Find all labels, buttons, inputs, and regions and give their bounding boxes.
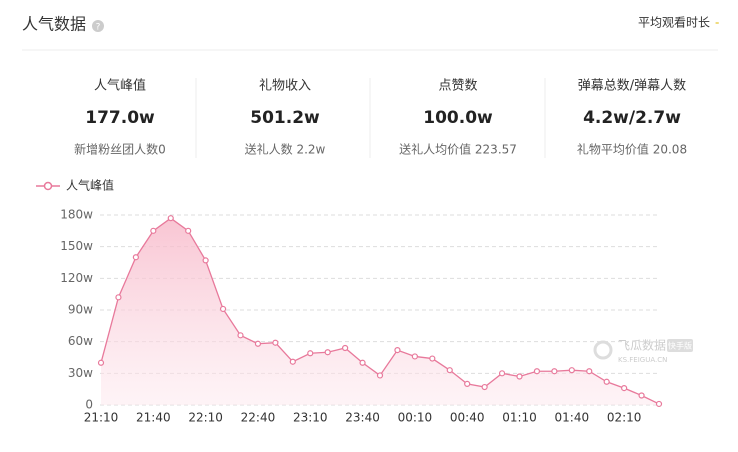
y-tick-label: 180w (60, 208, 93, 222)
point (446, 367, 453, 374)
stat-label: 礼物收入 (259, 78, 311, 94)
point (307, 350, 314, 357)
point (185, 227, 192, 234)
point (655, 400, 663, 408)
stat-label: 弹幕总数/弹幕人数 (578, 79, 686, 94)
x-tick-label: 00:10 (398, 411, 433, 425)
point (533, 368, 541, 375)
point (568, 367, 575, 374)
point (272, 339, 279, 346)
stat-value: 501.2w (250, 108, 320, 128)
x-tick-label: 21:40 (136, 411, 171, 425)
point (324, 349, 331, 356)
point (638, 392, 645, 399)
y-tick-label: 120w (60, 271, 93, 285)
point (586, 368, 593, 375)
stat-sub: 送礼人数 2.2w (245, 142, 326, 157)
point (132, 254, 139, 261)
watermark-badge-text: 快手版 (668, 341, 692, 351)
stat-value: 177.0w (85, 108, 155, 128)
point (411, 353, 418, 360)
x-tick-label: 00:40 (450, 411, 485, 425)
watermark-site: KS.FEIGUA.CN (618, 356, 667, 364)
point (342, 344, 349, 352)
point (603, 378, 610, 385)
stat-sub: 新增粉丝团人数0 (74, 142, 166, 157)
y-tick-label: 150w (60, 239, 93, 253)
watermark-name: 飞瓜数据 (618, 338, 666, 353)
x-tick-label: 23:40 (345, 411, 380, 425)
point (167, 215, 174, 222)
watermark-logo (593, 340, 613, 360)
x-tick-label: 23:10 (293, 411, 328, 425)
legend-label: 人气峰值 (66, 178, 114, 193)
y-tick-label: 30w (68, 366, 93, 380)
point (464, 380, 471, 387)
help-icon-glyph: ? (96, 23, 101, 33)
area (101, 218, 659, 405)
y-tick-label: 0 (85, 398, 93, 412)
point (115, 294, 122, 301)
x-tick-label: 22:40 (241, 411, 276, 425)
stat-value: 4.2w/2.7w (583, 108, 681, 128)
point (237, 332, 244, 339)
point (394, 347, 401, 354)
right-value: - (715, 16, 719, 30)
stat-sub: 送礼人均价值 223.57 (399, 142, 517, 157)
point (481, 383, 488, 391)
point (429, 355, 436, 362)
point (551, 368, 558, 375)
x-tick-label: 01:10 (502, 411, 537, 425)
x-tick-label: 22:10 (188, 411, 223, 425)
legend-marker (43, 181, 53, 191)
y-tick-label: 90w (68, 303, 93, 317)
point (219, 305, 227, 313)
y-tick-label: 60w (68, 334, 93, 348)
stat-label: 点赞数 (438, 79, 477, 94)
point (150, 227, 157, 234)
point (254, 340, 262, 347)
point (376, 372, 384, 379)
point (498, 370, 506, 377)
point (202, 257, 209, 264)
stat-value: 100.0w (423, 108, 493, 128)
point (97, 359, 105, 366)
x-tick-label: 21:10 (84, 411, 119, 425)
watermark-badge (667, 339, 693, 352)
stat-sub: 礼物平均价值 20.08 (577, 142, 687, 157)
right-label: 平均观看时长 (638, 16, 710, 30)
x-tick-label: 02:10 (607, 411, 642, 425)
help-icon[interactable] (92, 20, 104, 32)
point (289, 358, 296, 365)
point (359, 359, 366, 366)
point (621, 385, 628, 392)
point (516, 373, 523, 380)
panel-title: 人气数据 (22, 15, 86, 34)
stat-label: 人气峰值 (94, 78, 146, 94)
x-tick-label: 01:40 (555, 411, 590, 425)
